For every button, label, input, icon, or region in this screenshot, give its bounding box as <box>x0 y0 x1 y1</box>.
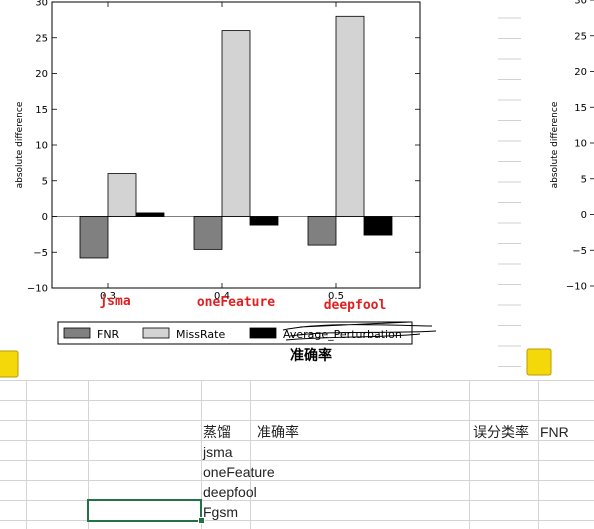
legend-swatch-missrate <box>142 327 170 339</box>
cell-header-distill[interactable]: 蒸馏 <box>203 424 231 440</box>
sheet-row-line <box>0 460 594 461</box>
second-chart-tick-label: −5 <box>572 246 587 257</box>
bar-chart: absolute difference −10 −5 0 5 10 15 20 25 30 −1… <box>0 0 594 380</box>
bar-fnr-0.3 <box>79 216 109 259</box>
sheet-col-line <box>538 380 539 529</box>
bar-average-perturbation-0.3 <box>135 212 165 217</box>
second-chart-tick-label: 0 <box>581 210 587 221</box>
spreadsheet: 蒸馏 准确率 误分类率 FNR jsma oneFeature deepfool… <box>0 380 594 529</box>
sheet-col-line <box>88 380 89 529</box>
legend-label-perturbation: Average_Perturbation <box>283 328 402 341</box>
fill-handle[interactable] <box>198 517 205 524</box>
x-tick-label: 0.3 <box>100 291 116 302</box>
sheet-col-line <box>201 380 202 529</box>
plot-area: −10 −5 0 5 10 15 20 25 30 0.3 0.4 0.5 absolute dif… <box>15 0 421 313</box>
selected-cell[interactable] <box>87 499 202 522</box>
legend-swatch-fnr <box>63 327 91 339</box>
second-chart-y-ticks: −10 −5 0 5 10 15 20 25 30 <box>566 0 594 293</box>
bar-missrate-0.3 <box>107 173 137 217</box>
sheet-row-line <box>0 520 594 521</box>
cell-row-deepfool[interactable]: deepfool <box>203 484 257 500</box>
y-tick-label: −10 <box>27 284 48 295</box>
behind-sheet-gridlines <box>498 17 521 367</box>
second-chart: absolute difference −10 −5 0 5 10 15 20 25 30 <box>525 0 594 380</box>
bar-fnr-0.4 <box>193 216 223 250</box>
bar-fnr-0.5 <box>307 216 337 246</box>
second-chart-tick-label: 25 <box>574 31 587 42</box>
sheet-row-line <box>0 400 594 401</box>
sheet-col-line <box>250 380 251 529</box>
second-chart-tick-label: 5 <box>581 174 587 185</box>
sheet-col-line <box>26 380 27 529</box>
cell-row-fgsm[interactable]: Fgsm <box>203 504 238 520</box>
bar-average-perturbation-0.5 <box>363 216 393 236</box>
second-chart-tick-label: 20 <box>574 67 587 78</box>
second-chart-tick-label: 15 <box>574 103 587 114</box>
cell-row-jsma[interactable]: jsma <box>203 444 233 460</box>
x-axis-title: 准确率 <box>290 347 332 364</box>
sheet-row-line <box>0 440 594 441</box>
y-tick-label: −5 <box>33 248 48 259</box>
legend-label-fnr: FNR <box>97 328 120 341</box>
legend: FNR MissRate Average_Perturbation <box>57 321 437 345</box>
sheet-row-line <box>0 500 594 501</box>
legend-label-missrate: MissRate <box>176 328 225 341</box>
cell-header-accuracy[interactable]: 准确率 <box>257 424 299 440</box>
y-tick-label: 20 <box>35 69 48 80</box>
y-tick-label: 15 <box>35 105 48 116</box>
sheet-row-line <box>0 420 594 421</box>
y-tick-label: 10 <box>35 141 48 152</box>
x-tick-label: 0.4 <box>214 291 230 302</box>
legend-frame <box>57 321 413 345</box>
bar-missrate-0.5 <box>335 15 365 217</box>
sheet-row-line <box>0 480 594 481</box>
y-tick-label: 30 <box>35 0 48 9</box>
sheet-col-line <box>469 380 470 529</box>
yellow-tab-right <box>526 348 552 376</box>
cell-header-fnr[interactable]: FNR <box>540 424 569 440</box>
y-axis-label: absolute difference <box>15 101 25 188</box>
chart-area: absolute difference −10 −5 0 5 10 15 20 25 30 −1… <box>0 0 594 380</box>
bar-average-perturbation-0.4 <box>249 216 279 226</box>
cell-header-misclass[interactable]: 误分类率 <box>473 424 529 440</box>
second-chart-tick-label: 30 <box>574 0 587 7</box>
y-tick-label: 0 <box>42 212 48 223</box>
second-chart-tick-label: −10 <box>566 282 587 293</box>
annotation-deepfool: deepfool <box>324 298 387 313</box>
bar-missrate-0.4 <box>221 30 251 217</box>
y-tick-label: 25 <box>35 33 48 44</box>
scribble-mark <box>282 321 437 341</box>
annotation-onefeature: oneFeature <box>197 295 275 310</box>
x-tick-label: 0.5 <box>328 291 344 302</box>
yellow-tab-left <box>0 350 19 378</box>
second-chart-ylabel: absolute difference <box>550 101 560 188</box>
sheet-row-line <box>0 380 594 381</box>
legend-swatch-perturbation <box>249 327 277 339</box>
cell-row-onefeature[interactable]: oneFeature <box>203 464 275 480</box>
second-chart-tick-label: 10 <box>574 139 587 150</box>
y-tick-label: 5 <box>42 176 48 187</box>
annotation-jsma: jsma <box>99 294 130 309</box>
